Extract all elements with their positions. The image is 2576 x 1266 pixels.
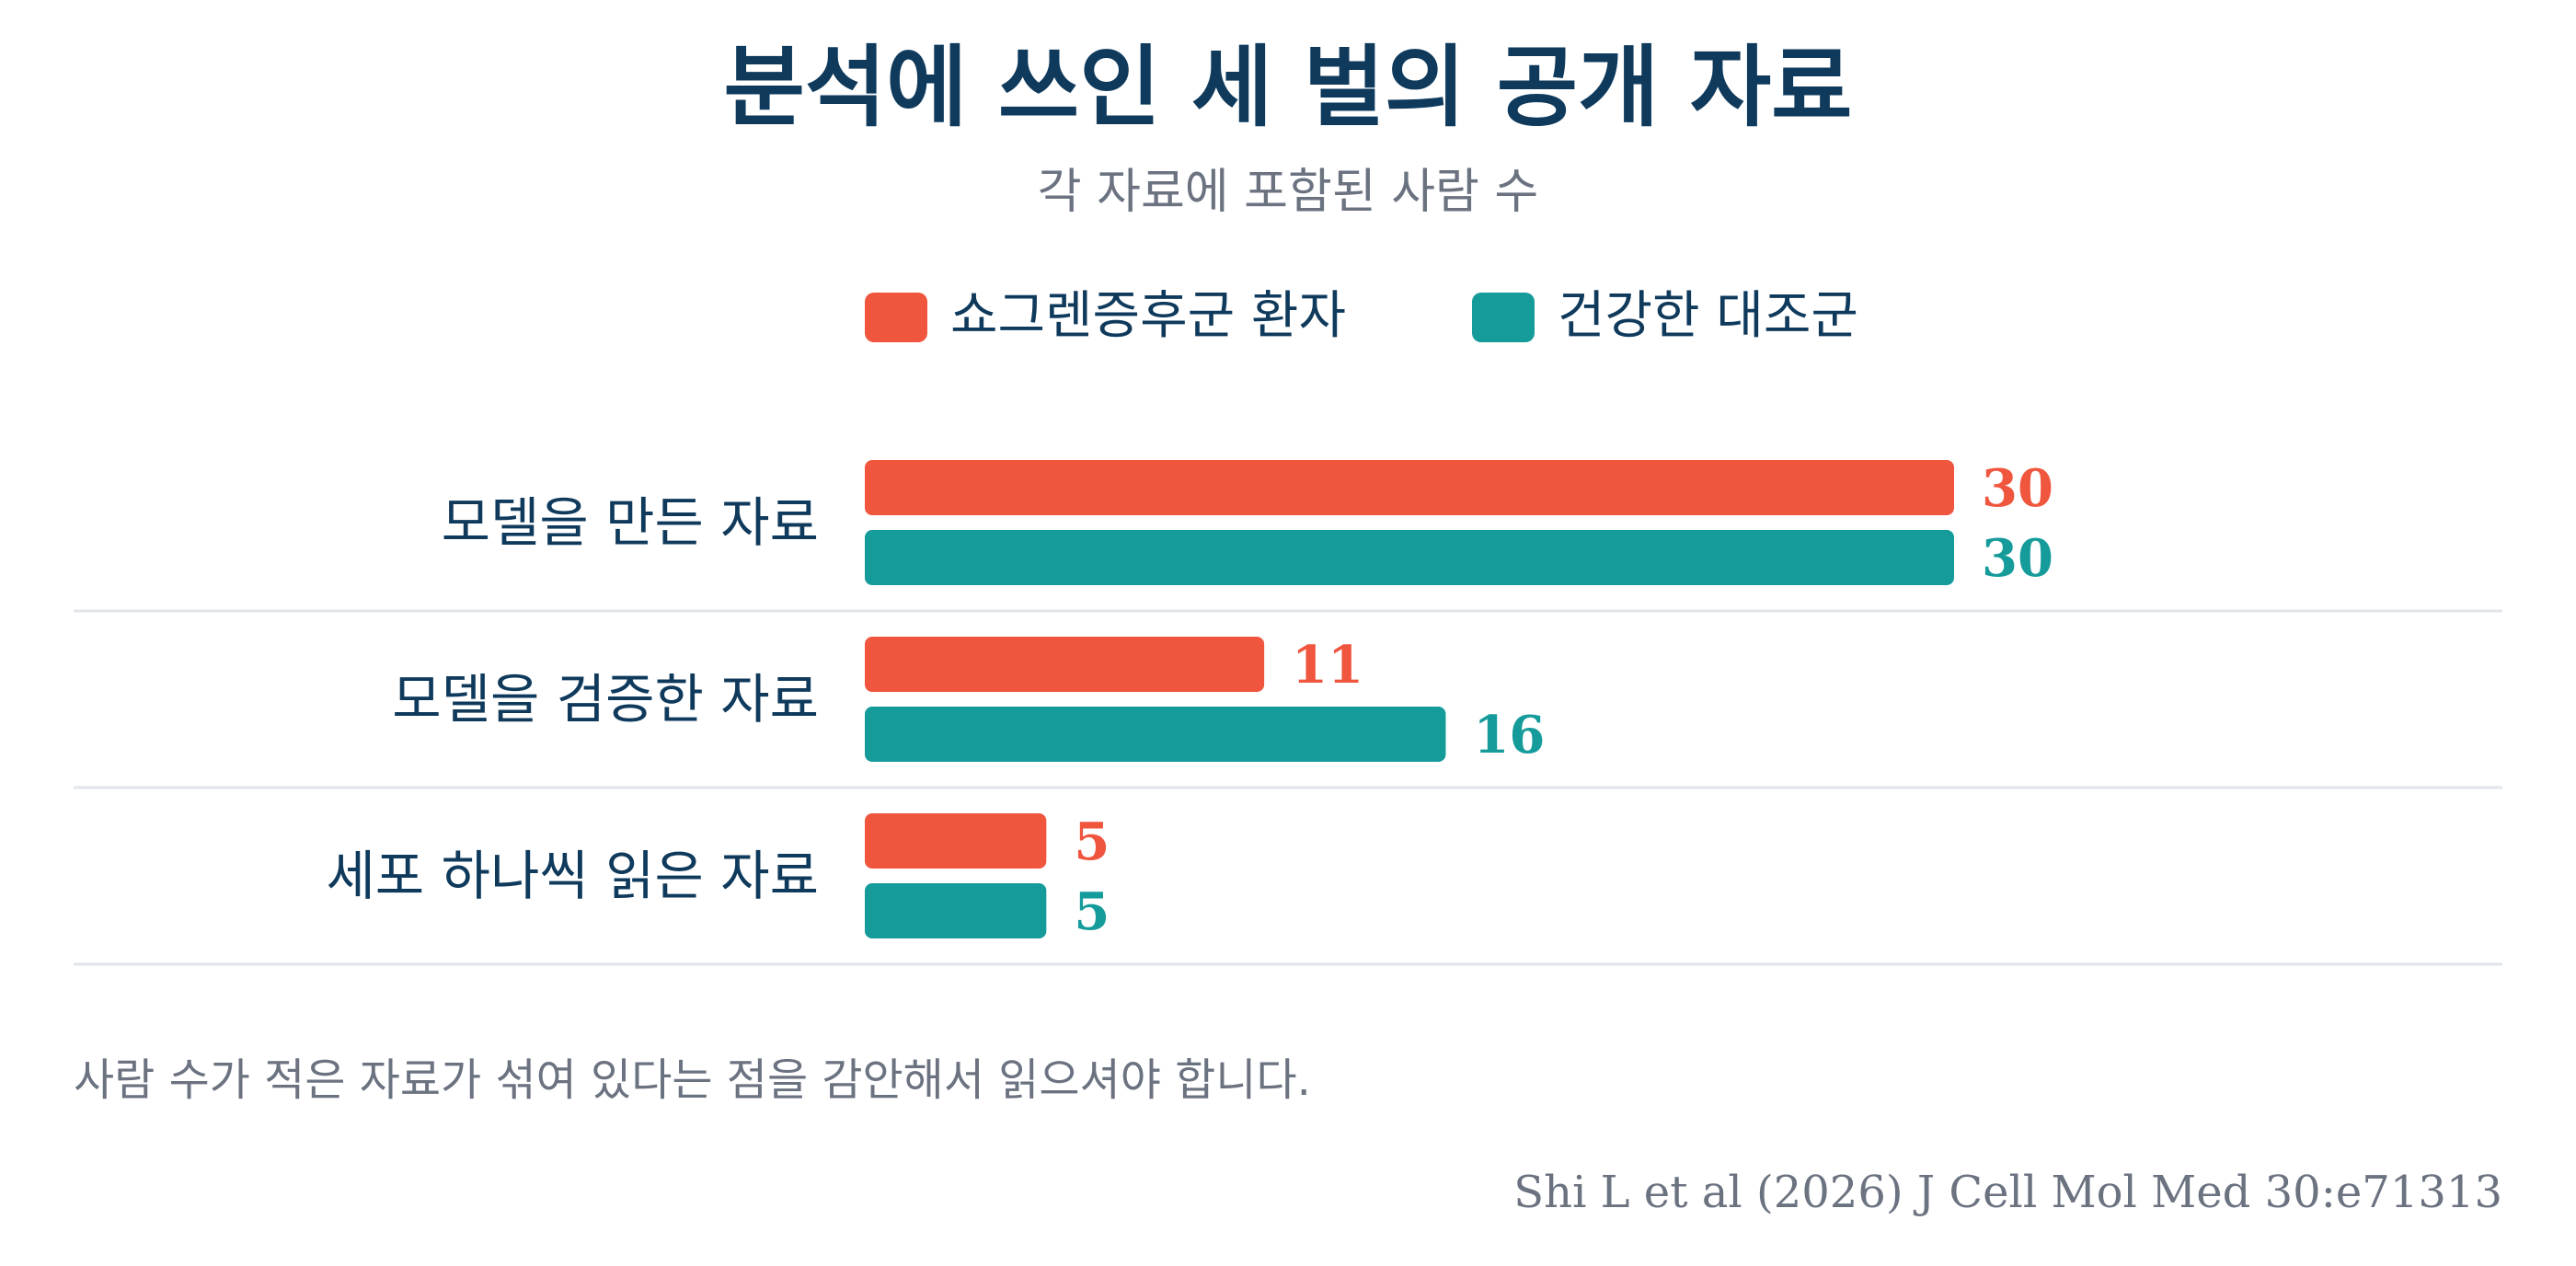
legend-label-controls: 건강한 대조군 — [1558, 286, 1858, 346]
bar-controls — [865, 883, 1047, 938]
legend: 쇼그렌증후군 환자 건강한 대조군 — [865, 286, 1858, 346]
data-label-patients: 11 — [1292, 635, 1363, 696]
bar-patients — [865, 813, 1047, 869]
bar-controls — [865, 707, 1446, 762]
legend-swatch-patients — [865, 293, 927, 342]
category-label: 모델을 검증한 자료 — [392, 668, 819, 731]
bar-controls — [865, 530, 1954, 585]
bar-patients — [865, 637, 1265, 692]
category-label: 세포 하나씩 읽은 자료 — [326, 845, 819, 907]
data-label-controls: 30 — [1982, 528, 2053, 589]
source-citation: Shi L et al (2026) J Cell Mol Med 30:e71… — [1513, 1167, 2502, 1218]
bar-patients — [865, 460, 1954, 515]
data-label-patients: 5 — [1074, 811, 1110, 872]
category-label: 모델을 만든 자료 — [442, 491, 819, 554]
data-label-controls: 5 — [1074, 881, 1110, 942]
legend-swatch-controls — [1472, 293, 1535, 342]
chart-title: 분석에 쓰인 세 벌의 공개 자료 — [724, 36, 1853, 139]
footnote: 사람 수가 적은 자료가 섞여 있다는 점을 감안해서 읽으셔야 합니다. — [74, 1054, 1311, 1106]
chart-subtitle: 각 자료에 포함된 사람 수 — [1038, 165, 1539, 220]
data-label-controls: 16 — [1473, 705, 1545, 765]
legend-label-patients: 쇼그렌증후군 환자 — [950, 286, 1346, 346]
plot-area: 모델을 만든 자료 30 30 모델을 검증한 자료 11 16 세포 하나씩 읽은 자료 5… — [74, 458, 2502, 966]
data-label-patients: 30 — [1982, 458, 2053, 519]
